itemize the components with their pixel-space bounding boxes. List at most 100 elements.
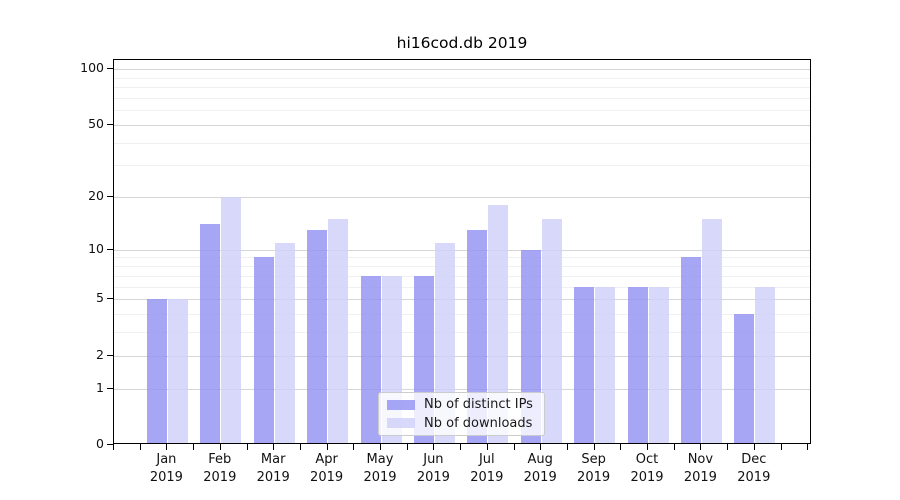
bar-dec-distinct-ips: [734, 313, 755, 443]
x-tick-mark: [113, 444, 114, 450]
x-tick-mark: [460, 444, 462, 450]
x-tick-mark: [513, 444, 515, 450]
plot-area: [113, 59, 811, 444]
minor-gridline: [114, 165, 810, 167]
x-tick-mark: [647, 444, 648, 450]
x-tick-mark: [406, 444, 408, 450]
x-tick-mark: [486, 444, 488, 450]
y-tick-mark: [107, 248, 113, 250]
x-tick-label-feb: Feb 2019: [203, 452, 237, 485]
x-tick-mark: [566, 444, 568, 450]
x-tick-mark: [380, 444, 381, 450]
x-tick-label-nov: Nov 2019: [683, 452, 717, 485]
x-tick-label-jan: Jan 2019: [149, 452, 183, 485]
legend-label-distinct-ips: Nb of distinct IPs: [424, 397, 533, 413]
minor-gridline: [114, 87, 810, 89]
x-tick-mark: [593, 444, 595, 450]
x-tick-mark: [326, 444, 328, 450]
major-gridline: [114, 355, 810, 357]
bar-mar-downloads: [274, 242, 295, 443]
bar-nov-distinct-ips: [680, 257, 701, 443]
x-tick-mark: [166, 444, 168, 450]
x-tick-mark: [433, 444, 435, 450]
minor-gridline: [114, 257, 810, 259]
legend-label-downloads: Nb of downloads: [424, 415, 533, 431]
x-tick-mark: [540, 444, 542, 450]
bar-oct-distinct-ips: [627, 286, 648, 443]
x-tick-mark: [620, 444, 622, 450]
bar-dec-downloads: [755, 286, 776, 443]
minor-gridline: [114, 313, 810, 315]
bar-may-distinct-ips: [360, 275, 381, 443]
bar-feb-distinct-ips: [200, 224, 221, 443]
bar-jan-distinct-ips: [146, 299, 167, 443]
minor-gridline: [114, 97, 810, 99]
y-tick-label: 20: [88, 188, 104, 204]
bar-sep-distinct-ips: [574, 286, 595, 443]
major-gridline: [114, 197, 810, 199]
bar-apr-distinct-ips: [307, 230, 328, 443]
x-tick-label-aug: Aug 2019: [523, 452, 557, 485]
bar-aug-downloads: [541, 219, 562, 443]
major-gridline: [114, 249, 810, 251]
x-tick-mark: [673, 444, 675, 450]
minor-gridline: [114, 266, 810, 268]
x-tick-mark: [219, 444, 221, 450]
x-tick-mark: [727, 444, 729, 450]
x-tick-label-mar: Mar 2019: [256, 452, 290, 485]
y-tick-label: 2: [96, 346, 104, 362]
y-tick-mark: [107, 196, 113, 198]
x-tick-mark: [299, 444, 301, 450]
y-tick-label: 100: [80, 60, 104, 76]
bar-mar-distinct-ips: [253, 257, 274, 443]
bar-nov-downloads: [701, 219, 722, 443]
x-tick-mark: [780, 444, 782, 450]
major-gridline: [114, 124, 810, 126]
x-tick-label-jun: Jun 2019: [416, 452, 450, 485]
minor-gridline: [114, 142, 810, 144]
bar-oct-downloads: [648, 286, 669, 443]
x-tick-label-dec: Dec 2019: [737, 452, 771, 485]
bar-feb-downloads: [221, 197, 242, 443]
y-tick-mark: [107, 387, 113, 389]
x-tick-mark: [273, 444, 275, 450]
major-gridline: [114, 69, 810, 71]
x-tick-mark: [700, 444, 702, 450]
x-tick-label-oct: Oct 2019: [630, 452, 664, 485]
minor-gridline: [114, 332, 810, 334]
x-tick-mark: [353, 444, 355, 450]
x-tick-mark: [807, 444, 809, 450]
x-tick-label-sep: Sep 2019: [577, 452, 611, 485]
legend-item-distinct-ips: Nb of distinct IPs: [387, 397, 536, 412]
legend-swatch-distinct-ips: [387, 399, 415, 410]
y-tick-label: 5: [96, 290, 104, 306]
minor-gridline: [114, 275, 810, 277]
bar-jan-downloads: [167, 299, 188, 443]
minor-gridline: [114, 110, 810, 112]
major-gridline: [114, 388, 810, 390]
minor-gridline: [114, 286, 810, 288]
y-tick-label: 50: [88, 115, 104, 131]
x-tick-label-may: May 2019: [363, 452, 397, 485]
y-tick-label: 1: [96, 379, 104, 395]
x-tick-mark: [753, 444, 755, 450]
bar-jul-distinct-ips: [467, 230, 488, 443]
y-tick-label: 10: [88, 240, 104, 256]
x-tick-label-apr: Apr 2019: [310, 452, 344, 485]
bar-apr-downloads: [328, 219, 349, 443]
bar-sep-downloads: [595, 286, 616, 443]
x-tick-mark: [139, 444, 141, 450]
y-tick-mark: [107, 68, 113, 70]
bar-jul-downloads: [488, 205, 509, 443]
legend-item-downloads: Nb of downloads: [387, 416, 536, 431]
y-tick-mark: [107, 444, 113, 445]
x-tick-mark: [193, 444, 195, 450]
y-tick-mark: [107, 123, 113, 125]
y-tick-mark: [107, 298, 113, 300]
y-tick-mark: [107, 354, 113, 356]
minor-gridline: [114, 77, 810, 79]
chart-title: hi16cod.db 2019: [396, 34, 528, 52]
y-tick-label: 0: [96, 436, 104, 451]
major-gridline: [114, 299, 810, 301]
